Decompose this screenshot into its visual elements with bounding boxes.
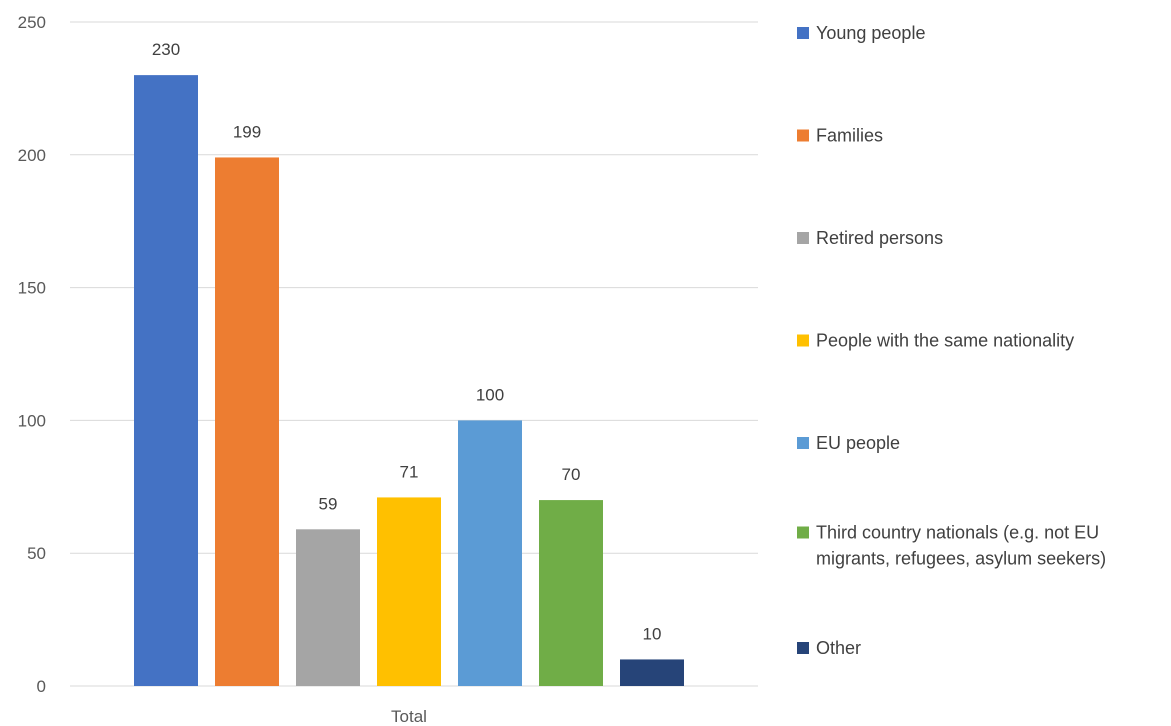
bar (620, 659, 684, 686)
bar (377, 497, 441, 686)
legend-item: Other (797, 638, 861, 658)
data-label: 100 (476, 385, 504, 404)
bar (134, 75, 198, 687)
legend-swatch (797, 334, 809, 347)
legend-label: Other (816, 638, 861, 658)
x-tick-label: Total (391, 707, 427, 726)
data-label: 71 (400, 462, 419, 481)
bar (215, 157, 279, 686)
y-tick-label: 250 (18, 13, 46, 32)
legend-item: EU people (797, 433, 900, 453)
y-axis: 0 50 100 150 200 250 (18, 13, 46, 696)
bar (539, 500, 603, 686)
bar (458, 420, 522, 686)
legend-swatch (797, 27, 809, 39)
legend-swatch (797, 232, 809, 244)
data-label: 199 (233, 122, 261, 141)
data-label: 59 (319, 494, 338, 513)
legend: Young people Families Retired persons Peopl… (797, 23, 1106, 658)
legend-item: Retired persons (797, 228, 943, 248)
data-label: 70 (562, 465, 581, 484)
legend-label: Young people (816, 23, 925, 43)
x-axis: Total (391, 707, 427, 726)
bars (134, 75, 684, 687)
legend-item: Families (797, 126, 883, 146)
y-tick-label: 50 (27, 544, 46, 563)
legend-swatch (797, 437, 809, 449)
y-tick-label: 100 (18, 411, 46, 430)
legend-label: People with the same nationality (816, 331, 1074, 351)
y-tick-label: 200 (18, 146, 46, 165)
data-labels: 230 199 59 71 100 70 10 (152, 40, 662, 643)
legend-item: Young people (797, 23, 925, 43)
legend-item: Third country nationals (e.g. not EU migr… (797, 523, 1106, 569)
data-label: 10 (643, 624, 662, 643)
bar (296, 529, 360, 686)
legend-swatch (797, 526, 809, 539)
legend-swatch (797, 129, 809, 142)
legend-label: Third country nationals (e.g. not EU migr… (816, 523, 1106, 569)
data-label: 230 (152, 40, 180, 59)
y-tick-label: 150 (18, 279, 46, 298)
legend-item: People with the same nationality (797, 331, 1074, 351)
y-tick-label: 0 (37, 677, 46, 696)
legend-swatch (797, 642, 809, 654)
legend-label: Retired persons (816, 228, 943, 248)
legend-label: Families (816, 126, 883, 146)
legend-label: EU people (816, 433, 900, 453)
